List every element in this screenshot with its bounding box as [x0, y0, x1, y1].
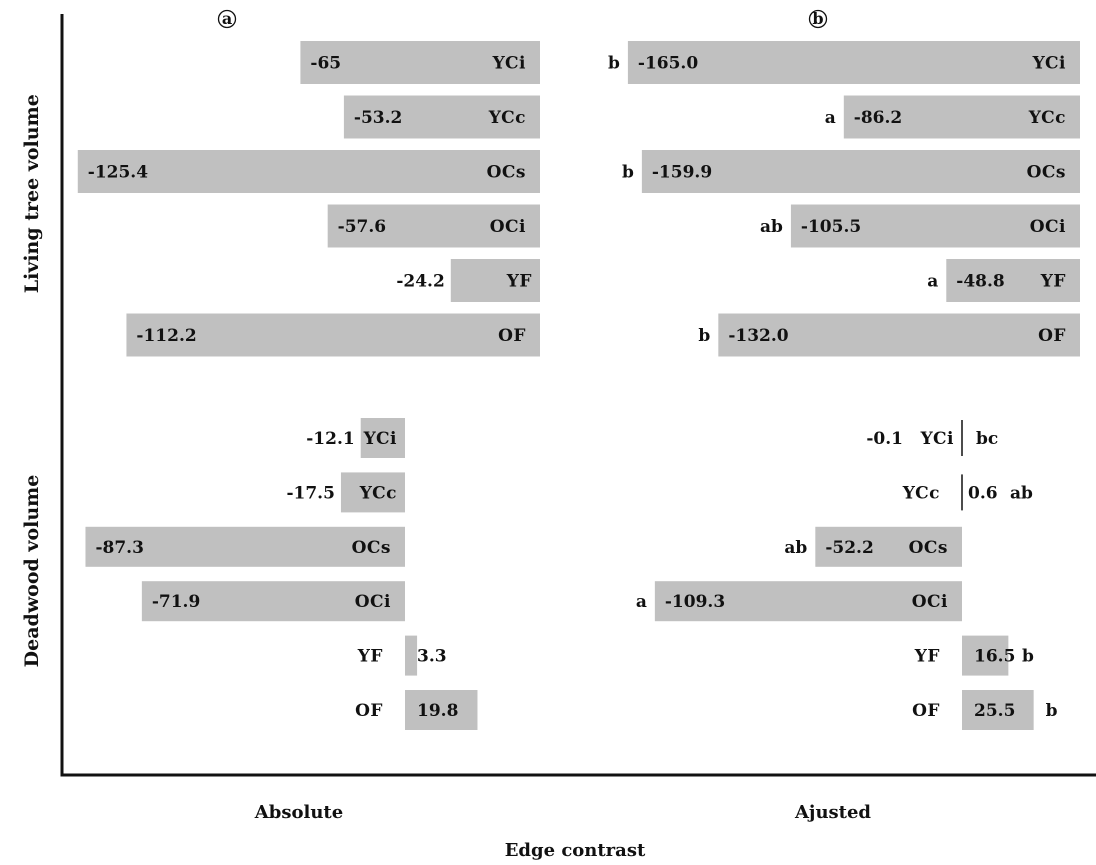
- bar-b-deadwood-volume-ocs: [815, 526, 962, 567]
- bar-a-living-tree-volume-ycc-value: -53.2: [354, 108, 402, 128]
- bar-b-deadwood-volume-ycc-category: YCc: [902, 483, 940, 503]
- bar-b-living-tree-volume-yf: [946, 259, 1080, 302]
- bar-b-deadwood-volume-oci-category: OCi: [912, 592, 948, 612]
- group-label-deadwood-volume: Deadwood volume: [21, 475, 43, 668]
- bar-b-living-tree-volume-yci-sig: b: [608, 54, 620, 74]
- bar-b-living-tree-volume-yci-value: -165.0: [638, 54, 698, 74]
- bar-b-living-tree-volume-ocs-category: OCs: [1027, 163, 1066, 183]
- bar-b-deadwood-volume-ycc-sig: ab: [1010, 483, 1033, 503]
- bar-a-deadwood-volume-ycc-value: -17.5: [286, 483, 334, 503]
- bar-b-deadwood-volume-ocs-category: OCs: [909, 538, 948, 558]
- bar-b-deadwood-volume-yf-category: YF: [914, 647, 940, 667]
- bar-b-living-tree-volume-oci-value: -105.5: [801, 217, 861, 237]
- bar-b-living-tree-volume-ycc: [843, 95, 1080, 139]
- bar-b-living-tree-volume-yci: [627, 41, 1080, 84]
- bar-b-deadwood-volume-yf: [962, 635, 1009, 676]
- bar-b-living-tree-volume-ycc-sig: a: [825, 108, 836, 128]
- bar-b-living-tree-volume-ocs: [641, 150, 1080, 193]
- panel-label-ajusted: Ajusted: [794, 802, 871, 823]
- bar-a-living-tree-volume-yf-category: YF: [506, 272, 532, 292]
- bar-b-deadwood-volume-of-sig: b: [1046, 701, 1058, 721]
- panel-label-absolute: Absolute: [254, 802, 343, 823]
- x-axis-title: Edge contrast: [505, 840, 646, 861]
- bar-b-deadwood-volume-yci-value: -0.1: [866, 429, 903, 449]
- bar-a-deadwood-volume-yci-category: YCi: [363, 429, 397, 449]
- bar-a-deadwood-volume-ycc: [340, 472, 405, 513]
- bar-b-living-tree-volume-ocs-value: -159.9: [652, 163, 712, 183]
- bar-a-deadwood-volume-yf-category: YF: [357, 647, 383, 667]
- bar-a-living-tree-volume-oci: [327, 204, 540, 248]
- bar-b-deadwood-volume-ycc-value: 0.6: [968, 483, 998, 503]
- bar-a-deadwood-volume-oci: [141, 581, 405, 622]
- bar-a-living-tree-volume-of-category: OF: [498, 326, 526, 346]
- bar-a-living-tree-volume-ocs: [77, 150, 540, 193]
- bar-b-deadwood-volume-ocs-value: -52.2: [825, 538, 873, 558]
- panel-tag-a: a: [222, 9, 232, 28]
- bar-b-deadwood-volume-oci-sig: a: [636, 592, 647, 612]
- bar-b-living-tree-volume-of-value: -132.0: [728, 326, 788, 346]
- bar-b-living-tree-volume-of: [718, 313, 1080, 357]
- bar-a-deadwood-volume-oci-category: OCi: [355, 592, 391, 612]
- bar-a-deadwood-volume-ycc-category: YCc: [359, 483, 397, 503]
- bar-b-living-tree-volume-yf-sig: a: [927, 272, 938, 292]
- bar-a-deadwood-volume-of: [405, 690, 478, 730]
- bar-a-living-tree-volume-of: [126, 313, 541, 357]
- bar-a-living-tree-volume-ocs-category: OCs: [487, 163, 526, 183]
- bar-b-deadwood-volume-yf-sig: b: [1022, 647, 1034, 667]
- bar-b-living-tree-volume-ycc-value: -86.2: [854, 108, 902, 128]
- bar-a-living-tree-volume-oci-category: OCi: [490, 217, 526, 237]
- bar-a-deadwood-volume-yci: [360, 418, 405, 458]
- bar-b-deadwood-volume-oci: [654, 581, 962, 622]
- group-label-living-tree-volume: Living tree volume: [21, 94, 43, 293]
- bar-a-living-tree-volume-ycc: [343, 95, 540, 139]
- bar-b-living-tree-volume-yf-value: -48.8: [956, 272, 1004, 292]
- bar-a-deadwood-volume-of-value: 19.8: [417, 701, 458, 721]
- bar-a-living-tree-volume-oci-value: -57.6: [338, 217, 386, 237]
- bar-b-living-tree-volume-yf-category: YF: [1040, 272, 1066, 292]
- bar-b-living-tree-volume-yci-category: YCi: [1032, 54, 1066, 74]
- bar-b-living-tree-volume-oci: [790, 204, 1080, 248]
- bar-b-deadwood-volume-oci-value: -109.3: [665, 592, 725, 612]
- bar-a-deadwood-volume-yci-value: -12.1: [306, 429, 354, 449]
- bar-a-living-tree-volume-yci: [300, 41, 540, 84]
- bar-a-living-tree-volume-yci-category: YCi: [492, 54, 526, 74]
- bar-b-deadwood-volume-yci-sig: bc: [976, 429, 998, 449]
- bar-a-living-tree-volume-ycc-category: YCc: [488, 108, 526, 128]
- bar-b-deadwood-volume-of: [962, 690, 1034, 730]
- panel-tag-circle-1: [808, 9, 828, 29]
- bar-b-living-tree-volume-ycc-category: YCc: [1028, 108, 1066, 128]
- bar-a-deadwood-volume-ocs-value: -87.3: [95, 538, 143, 558]
- bar-b-living-tree-volume-of-sig: b: [698, 326, 710, 346]
- bar-b-deadwood-volume-ocs-sig: ab: [784, 538, 807, 558]
- bar-a-living-tree-volume-yf-value: -24.2: [396, 272, 444, 292]
- bar-a-deadwood-volume-yf-value: 3.3: [417, 647, 447, 667]
- bar-a-deadwood-volume-ocs-category: OCs: [352, 538, 391, 558]
- bar-b-deadwood-volume-of-value: 25.5: [974, 701, 1015, 721]
- bar-b-living-tree-volume-ocs-sig: b: [622, 163, 634, 183]
- bar-a-living-tree-volume-ocs-value: -125.4: [88, 163, 148, 183]
- bar-b-living-tree-volume-oci-sig: ab: [760, 217, 783, 237]
- panel-tag-circle-0: [217, 9, 237, 29]
- bar-a-deadwood-volume-ocs: [85, 526, 406, 567]
- bar-b-deadwood-volume-yci-category: YCi: [920, 429, 954, 449]
- bar-a-deadwood-volume-of-category: OF: [355, 701, 383, 721]
- panel-tag-b: b: [812, 9, 823, 28]
- bar-b-living-tree-volume-of-category: OF: [1038, 326, 1066, 346]
- bar-a-deadwood-volume-yf: [405, 635, 418, 676]
- bar-b-deadwood-volume-yf-value: 16.5: [974, 647, 1015, 667]
- bar-a-living-tree-volume-of-value: -112.2: [136, 326, 196, 346]
- bar-a-living-tree-volume-yf: [450, 259, 540, 302]
- bar-b-deadwood-volume-of-category: OF: [912, 701, 940, 721]
- bar-a-deadwood-volume-oci-value: -71.9: [152, 592, 200, 612]
- bar-a-living-tree-volume-yci-value: -65: [310, 54, 341, 74]
- bar-b-living-tree-volume-oci-category: OCi: [1030, 217, 1066, 237]
